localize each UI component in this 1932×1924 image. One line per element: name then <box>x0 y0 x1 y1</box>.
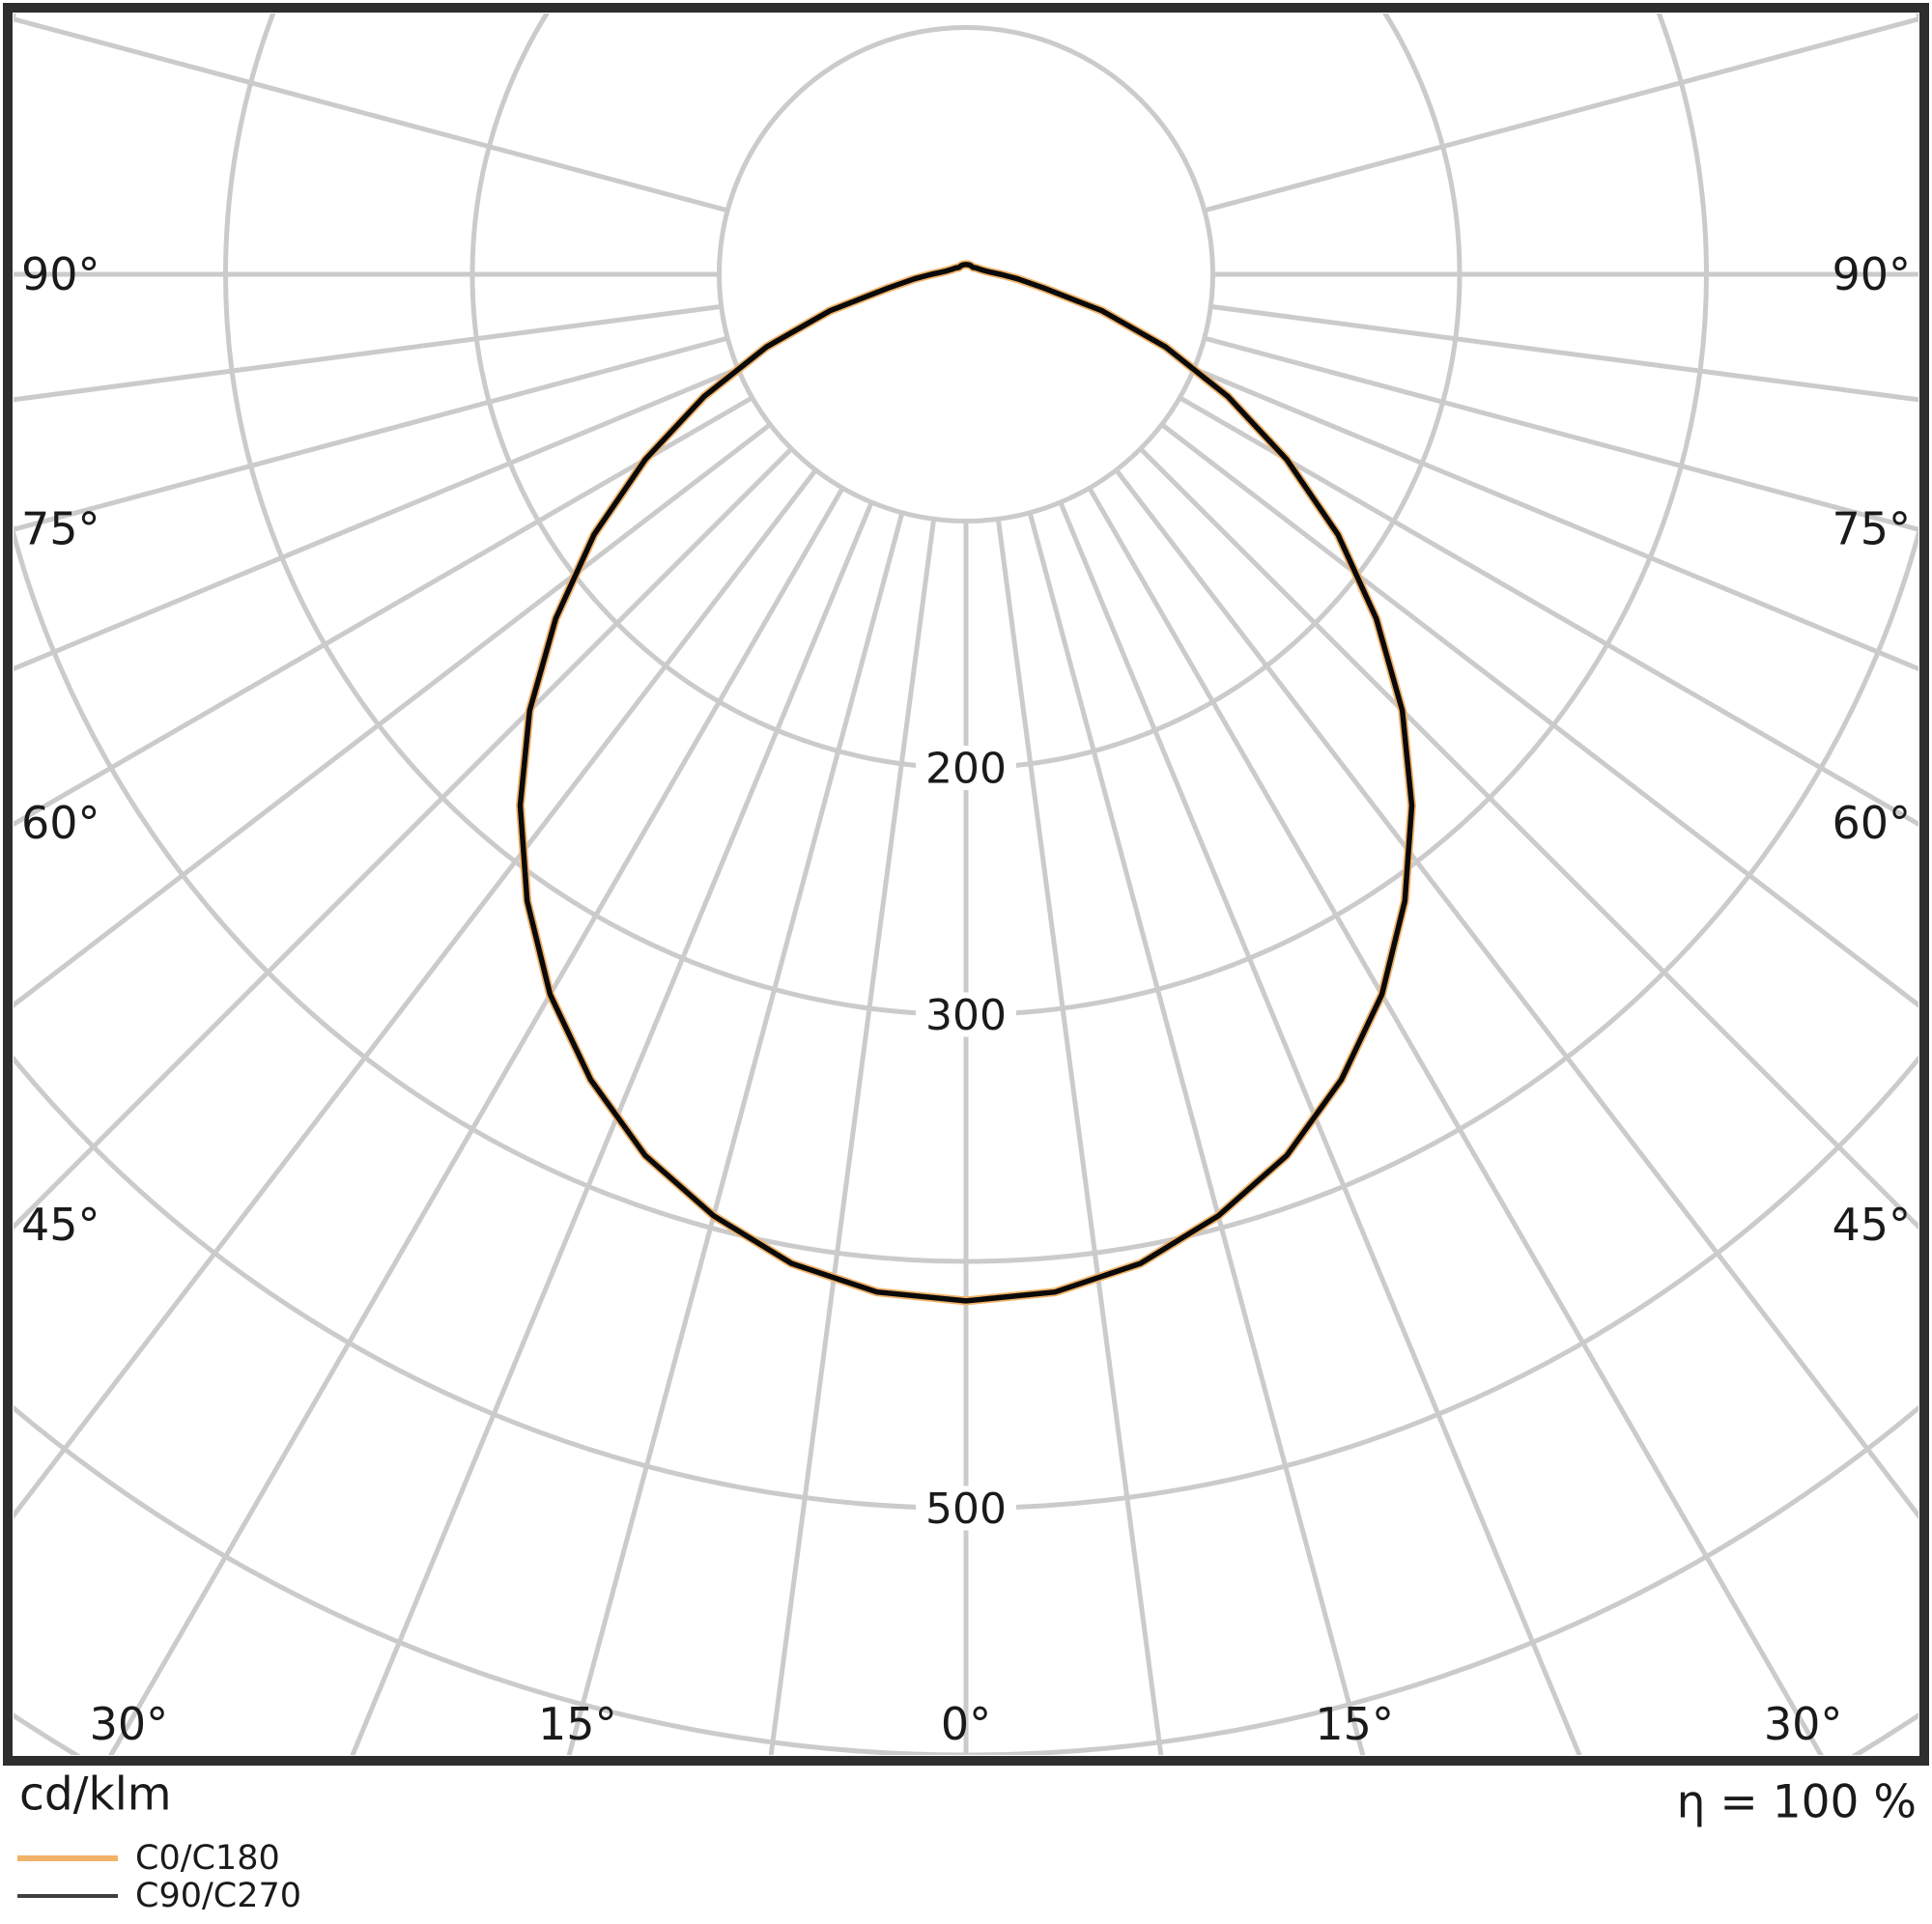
angle-gridline-82.5 <box>1209 303 1918 403</box>
angle-label-bottom--30: 30° <box>90 1698 169 1750</box>
angle-gridline--45 <box>14 446 794 1231</box>
angle-gridline-7.5 <box>995 518 1164 1755</box>
radial-label-bg-300 <box>916 992 1016 1037</box>
angle-gridline--37.5 <box>14 468 818 1520</box>
angle-gridline--75 <box>14 335 728 532</box>
angle-label-left-45: 45° <box>21 1199 100 1251</box>
gamma-angle-labels: 90° 90° 75° 75° 60° 60° 45° 45° 30° 15° 0° 15° 30° <box>21 248 1911 1750</box>
angle-label-right-75: 75° <box>1832 503 1911 555</box>
curve-c90-c270 <box>517 262 1415 1304</box>
radial-label-bg-500 <box>916 1485 1016 1531</box>
angle-gridline--52.5 <box>14 422 772 1008</box>
intensity-curves <box>516 260 1416 1306</box>
angle-gridline--82.5 <box>14 303 723 403</box>
radial-tick-labels: 200 300 500 <box>916 745 1016 1534</box>
angle-label-bottom-0: 0° <box>941 1698 991 1750</box>
angle-gridline--60 <box>14 395 753 828</box>
angle-gridline-52.5 <box>1160 422 1918 1008</box>
angle-gridline-67.5 <box>1193 366 1918 672</box>
radial-label-500: 500 <box>925 1485 1007 1534</box>
radial-label-200: 200 <box>925 745 1007 794</box>
angle-gridline-75 <box>1204 335 1918 532</box>
radial-label-300: 300 <box>925 991 1007 1040</box>
angle-gridline--7.5 <box>768 518 937 1755</box>
angle-gridline-22.5 <box>1058 501 1582 1755</box>
legend: C0/C180 C90/C270 <box>17 1839 301 1915</box>
angle-gridline-45 <box>1138 446 1918 1231</box>
units-label: cd/klm <box>19 1768 172 1822</box>
angle-label-bottom-30: 30° <box>1764 1698 1843 1750</box>
radial-label-bg-200 <box>916 746 1016 790</box>
angle-label-bottom-15: 15° <box>1315 1698 1394 1750</box>
angle-gridline--67.5 <box>14 366 739 672</box>
efficiency-label: η = 100 % <box>1677 1776 1917 1829</box>
angle-label-bottom--15: 15° <box>538 1698 617 1750</box>
angle-gridline--22.5 <box>350 501 874 1755</box>
angle-gridline-15 <box>1027 512 1366 1755</box>
angle-gridline-37.5 <box>1114 468 1918 1520</box>
angle-gridline--30 <box>108 487 845 1755</box>
angle-label-left-60: 60° <box>21 797 100 849</box>
angle-label-right-45: 45° <box>1832 1199 1911 1251</box>
angle-gridline--105 <box>14 16 728 213</box>
angle-label-left-90: 90° <box>21 248 100 300</box>
angle-gridline-105 <box>1204 16 1918 213</box>
angle-label-right-90: 90° <box>1832 248 1911 300</box>
angle-label-left-75: 75° <box>21 503 100 555</box>
plot-border <box>3 3 1929 1766</box>
legend-label-c0-c180: C0/C180 <box>135 1839 280 1878</box>
angle-gridline--15 <box>566 512 905 1755</box>
angle-gridline-30 <box>1087 487 1824 1755</box>
angle-gridline-60 <box>1179 395 1918 828</box>
angle-label-right-60: 60° <box>1832 797 1911 849</box>
legend-label-c90-c270: C90/C270 <box>135 1877 301 1915</box>
